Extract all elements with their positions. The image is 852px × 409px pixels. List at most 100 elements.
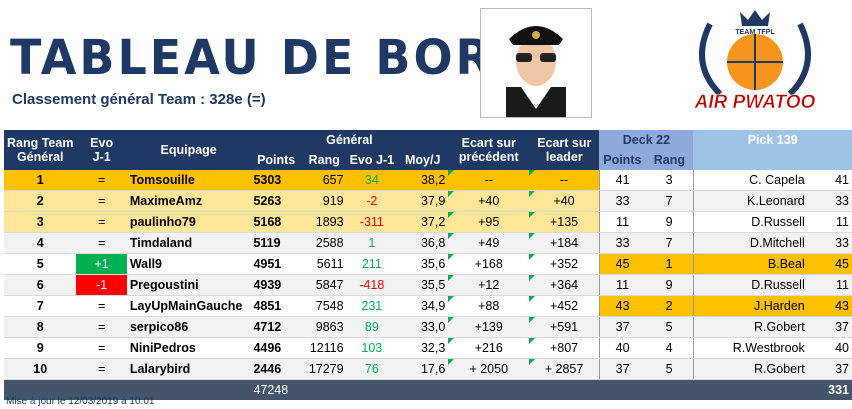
- header-points: Points: [250, 150, 302, 170]
- moy-j: 38,2: [397, 170, 449, 191]
- ecart-leader: +591: [529, 316, 600, 338]
- deck-points: 40: [598, 337, 646, 359]
- ecart-leader: --: [529, 170, 600, 191]
- team-name: Lalarybird: [126, 358, 251, 380]
- rank: 6: [4, 274, 77, 296]
- evo: =: [76, 170, 127, 191]
- points: 4712: [250, 316, 302, 338]
- header-rang: Rang: [301, 150, 347, 170]
- logo-name: AIR PWATOO: [694, 92, 816, 113]
- header-pick: Pick 139: [693, 130, 852, 170]
- pick-points: 37: [807, 358, 852, 380]
- moy-j: 37,9: [397, 190, 449, 212]
- header-general: Général: [250, 130, 449, 150]
- team-name: paulinho79: [126, 211, 251, 233]
- points: 4939: [250, 274, 302, 296]
- header-name: Equipage: [126, 130, 251, 170]
- ecart-precedent: + 2050: [448, 358, 530, 380]
- blank: [4, 379, 251, 400]
- deck-rang: 1: [645, 253, 694, 275]
- ecart-leader: +40: [529, 190, 600, 212]
- header-evo-j1: Evo J-1: [346, 150, 398, 170]
- rank: 5: [4, 253, 77, 275]
- evo-j1: 34: [346, 170, 398, 191]
- ecart-leader: +364: [529, 274, 600, 296]
- team-name: MaximeAmz: [126, 190, 251, 212]
- pick-points: 11: [807, 274, 852, 296]
- pick-points: 33: [807, 232, 852, 254]
- header-moy: Moy/J: [397, 150, 449, 170]
- team-name: serpico86: [126, 316, 251, 338]
- rank: 8: [4, 316, 77, 338]
- table-row: 7 = LayUpMainGauche 4851 7548 231 34,9 +88 +452 4…: [4, 295, 852, 317]
- evo-j1: 231: [346, 295, 398, 317]
- team-name: Tomsouille: [126, 170, 251, 191]
- rang: 12116: [301, 337, 347, 359]
- rang: 1893: [301, 211, 347, 233]
- moy-j: 37,2: [397, 211, 449, 233]
- evo-j1: 76: [346, 358, 398, 380]
- moy-j: 32,3: [397, 337, 449, 359]
- deck-points: 45: [598, 253, 646, 275]
- header-evo: Evo J-1: [76, 130, 127, 170]
- evo: =: [76, 337, 127, 359]
- total-points: 47248: [250, 379, 600, 400]
- header-deck: Deck 22: [599, 130, 694, 150]
- pick-player: D.Russell: [692, 211, 808, 233]
- table-row: 4 = Timdaland 5119 2588 1 36,8 +49 +184 33 7 D.Mitc…: [4, 232, 852, 254]
- pick-player: R.Gobert: [692, 358, 808, 380]
- team-name: NiniPedros: [126, 337, 251, 359]
- table-body: 1 = Tomsouille 5303 657 34 38,2 -- -- 41 3 C. Capel…: [4, 170, 852, 400]
- deck-rang: 2: [645, 295, 694, 317]
- team-name: Pregoustini: [126, 274, 251, 296]
- pick-points: 33: [807, 190, 852, 212]
- deck-rang: 9: [645, 274, 694, 296]
- pick-player: C. Capela: [692, 170, 808, 191]
- ecart-precedent: +49: [448, 232, 530, 254]
- rank: 3: [4, 211, 77, 233]
- points: 4496: [250, 337, 302, 359]
- ecart-precedent: --: [448, 170, 530, 191]
- table-row: 2 = MaximeAmz 5263 919 -2 37,9 +40 +40 33 7 K.Leona…: [4, 190, 852, 212]
- evo-j1: 103: [346, 337, 398, 359]
- ecart-precedent: +216: [448, 337, 530, 359]
- deck-rang: 9: [645, 211, 694, 233]
- points: 5263: [250, 190, 302, 212]
- table-row: 8 = serpico86 4712 9863 89 33,0 +139 +591 37 5 R.Go…: [4, 316, 852, 338]
- team-name: LayUpMainGauche: [126, 295, 251, 317]
- moy-j: 17,6: [397, 358, 449, 380]
- pick-points: 11: [807, 211, 852, 233]
- rank: 7: [4, 295, 77, 317]
- evo: =: [76, 295, 127, 317]
- moy-j: 35,6: [397, 253, 449, 275]
- evo: +1: [76, 253, 127, 275]
- evo: =: [76, 232, 127, 254]
- rank: 10: [4, 358, 77, 380]
- evo-j1: -311: [346, 211, 398, 233]
- moy-j: 34,9: [397, 295, 449, 317]
- deck-rang: 3: [645, 170, 694, 191]
- points: 5119: [250, 232, 302, 254]
- rang: 9863: [301, 316, 347, 338]
- evo: -1: [76, 274, 127, 296]
- deck-points: 11: [598, 274, 646, 296]
- rang: 17279: [301, 358, 347, 380]
- evo: =: [76, 358, 127, 380]
- deck-rang: 5: [645, 358, 694, 380]
- rank: 9: [4, 337, 77, 359]
- deck-points: 37: [598, 358, 646, 380]
- title: TABLEAU DE BORD: [10, 28, 536, 86]
- evo: =: [76, 211, 127, 233]
- pick-player: J.Harden: [692, 295, 808, 317]
- table-row: 9 = NiniPedros 4496 12116 103 32,3 +216 +807 40 4 R…: [4, 337, 852, 359]
- ecart-leader: +135: [529, 211, 600, 233]
- deck-rang: 7: [645, 232, 694, 254]
- rang: 2588: [301, 232, 347, 254]
- pick-points: 41: [807, 170, 852, 191]
- deck-rang: 5: [645, 316, 694, 338]
- pick-player: R.Gobert: [692, 316, 808, 338]
- pick-points: 40: [807, 337, 852, 359]
- pick-player: R.Westbrook: [692, 337, 808, 359]
- header-ecart-prec: Ecart sur précédent: [448, 130, 530, 170]
